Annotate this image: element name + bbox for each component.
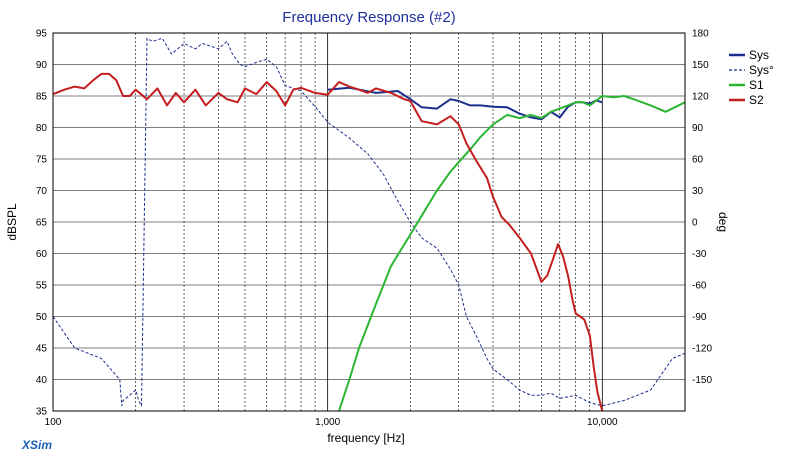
- y2-tick-label: 30: [692, 186, 704, 197]
- y2-tick-label: -60: [692, 281, 707, 292]
- legend-label: S1: [749, 78, 764, 92]
- y-tick-label: 40: [36, 375, 48, 386]
- x-tick-label: 100: [45, 417, 62, 428]
- tick-labels: 35 40 45 50 55 60 65 70 75 80 85 90 95 180 150 120 90 60 3…: [36, 29, 713, 429]
- legend-label: Sys°: [749, 63, 774, 77]
- y-tick-label: 95: [36, 29, 48, 40]
- y2-tick-label: -30: [692, 249, 707, 260]
- series-line-s1: [338, 95, 685, 411]
- y2-tick-label: 60: [692, 155, 704, 166]
- y2-tick-label: 90: [692, 123, 704, 134]
- y-tick-label: 45: [36, 344, 48, 355]
- series-line-sys: [53, 37, 685, 407]
- y2-tick-label: 180: [692, 29, 709, 40]
- y2-tick-label: -90: [692, 312, 707, 323]
- chart-title: Frequency Response (#2): [282, 9, 455, 26]
- series-group: [53, 37, 685, 411]
- y-tick-label: 65: [36, 218, 48, 229]
- y-tick-label: 85: [36, 92, 48, 103]
- y-tick-label: 70: [36, 186, 48, 197]
- xsim-brand: XSim: [21, 438, 52, 452]
- y-tick-label: 55: [36, 281, 48, 292]
- y2-tick-label: 0: [692, 218, 698, 229]
- series-line-s2: [53, 72, 604, 411]
- y2-tick-label: 150: [692, 60, 709, 71]
- x-tick-label: 10,000: [587, 417, 618, 428]
- y2-tick-label: -150: [692, 375, 712, 386]
- y-tick-label: 90: [36, 60, 48, 71]
- y-tick-label: 50: [36, 312, 48, 323]
- y-tick-label: 80: [36, 123, 48, 134]
- legend-label: Sys: [749, 48, 769, 62]
- x-axis-label: frequency [Hz]: [327, 431, 404, 445]
- y2-tick-label: 120: [692, 92, 709, 103]
- legend-label: S2: [749, 93, 764, 107]
- y-tick-label: 75: [36, 155, 48, 166]
- y2-axis-label: deg: [716, 212, 730, 232]
- y-axis-label: dBSPL: [5, 203, 19, 241]
- x-tick-label: 1,000: [315, 417, 340, 428]
- plot-frame: [52, 32, 686, 412]
- y2-tick-label: -120: [692, 344, 712, 355]
- y-tick-label: 60: [36, 249, 48, 260]
- y-tick-label: 35: [36, 407, 48, 418]
